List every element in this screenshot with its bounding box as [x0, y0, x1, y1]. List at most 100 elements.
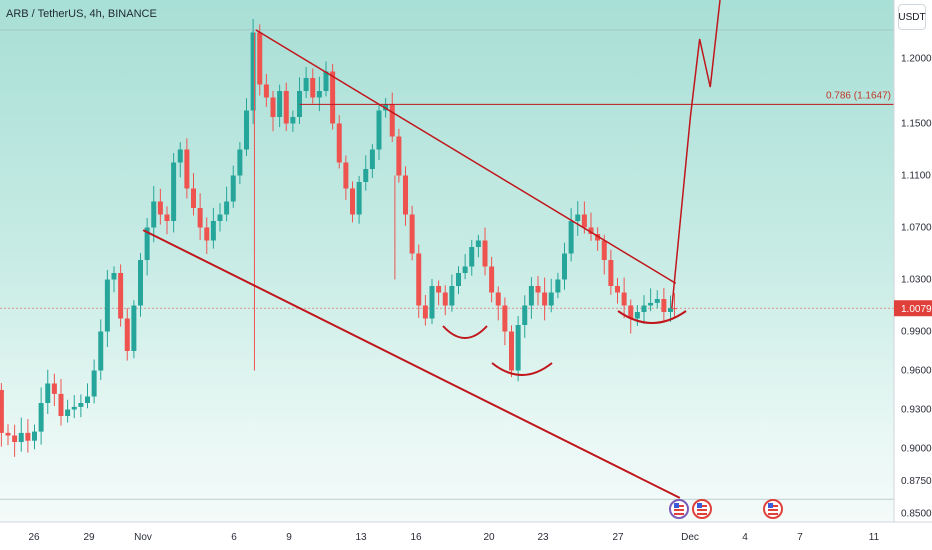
candle-body — [230, 175, 236, 202]
candle-body — [0, 390, 4, 433]
grid-layer — [0, 29, 894, 500]
y-tick-label: 0.9600 — [901, 366, 932, 377]
candle-body — [244, 110, 249, 150]
candle-body — [283, 91, 289, 124]
flag-stripe — [674, 509, 684, 511]
candle-body — [157, 201, 163, 215]
y-tick-label: 0.9000 — [901, 444, 932, 455]
candles — [0, 19, 677, 457]
candle-body — [462, 266, 468, 273]
support-arc-3 — [617, 310, 687, 324]
lower-trendline — [142, 229, 681, 499]
flag-stripe — [674, 513, 684, 515]
candle-body — [32, 431, 37, 441]
candle-body — [528, 286, 534, 306]
candle-body — [442, 292, 448, 306]
y-tick-label: 1.1100 — [901, 171, 931, 182]
candle-body — [475, 240, 481, 247]
candle-body — [131, 305, 137, 351]
candle-body — [671, 308, 677, 310]
y-tick-label: 1.0700 — [901, 223, 932, 234]
x-tick-label: 23 — [537, 532, 549, 543]
x-tick-label: 11 — [869, 532, 880, 543]
candle-body — [104, 279, 110, 332]
x-tick-label: 26 — [28, 532, 40, 543]
x-tick-label: Nov — [134, 532, 152, 543]
candle-body — [535, 286, 541, 293]
candle-body — [562, 253, 567, 280]
candle-body — [621, 292, 627, 306]
candle-body — [456, 273, 461, 286]
candle-body — [575, 214, 581, 221]
candle-body — [217, 214, 223, 221]
flag-canton — [768, 503, 773, 508]
candle-body — [654, 299, 660, 303]
x-tick-label: 16 — [410, 532, 422, 543]
y-tick-label: 0.8500 — [901, 509, 932, 520]
candle-body — [555, 279, 561, 293]
x-tick-label: 4 — [742, 532, 748, 543]
candle-body — [509, 331, 514, 371]
us-flag-event-icon[interactable] — [692, 499, 712, 519]
x-tick-label: Dec — [681, 532, 699, 543]
candle-body — [628, 305, 634, 319]
candle-body — [369, 149, 375, 169]
time-axis-panel — [0, 522, 932, 550]
candle-body — [270, 97, 276, 117]
x-tick-label: 9 — [286, 532, 292, 543]
candle-body — [184, 149, 190, 189]
x-tick-label: 20 — [483, 532, 495, 543]
candle-body — [522, 305, 528, 325]
candle-body — [290, 117, 296, 124]
flag-canton — [697, 503, 702, 508]
candle-body — [356, 182, 362, 215]
candle-body — [661, 299, 667, 312]
candle-body — [615, 286, 620, 293]
candle-body — [350, 188, 355, 215]
candle-body — [51, 383, 57, 394]
candle-body — [343, 162, 349, 189]
currency-unit-button[interactable]: USDT — [898, 4, 926, 30]
candle-body — [138, 260, 143, 306]
candle-body — [396, 136, 402, 176]
candle-body — [78, 403, 84, 407]
candle-body — [595, 234, 601, 241]
candle-body — [164, 214, 170, 221]
candle-body — [18, 432, 24, 442]
candle-body — [124, 318, 130, 351]
candle-body — [58, 393, 64, 416]
us-flag-event-icon[interactable] — [763, 499, 783, 519]
candle-body — [204, 227, 210, 241]
y-tick-label: 1.1500 — [901, 119, 932, 130]
candle-body — [85, 396, 90, 403]
last-price-label: 1.0079 — [901, 304, 932, 315]
candle-body — [502, 305, 508, 332]
candle-body — [224, 201, 230, 215]
candle-body — [91, 370, 97, 397]
x-tick-label: 6 — [231, 532, 237, 543]
candle-body — [25, 432, 31, 441]
y-tick-label: 0.9900 — [901, 327, 932, 338]
x-tick-label: 7 — [797, 532, 803, 543]
candle-body — [171, 162, 177, 221]
candle-body — [436, 286, 442, 293]
candle-body — [641, 305, 647, 312]
candle-body — [98, 331, 104, 371]
candle-body — [197, 208, 203, 228]
candle-body — [111, 273, 117, 280]
candle-body — [144, 227, 150, 260]
candle-body — [422, 305, 428, 319]
candle-body — [581, 214, 587, 228]
us-flag-event-icon[interactable] — [669, 499, 689, 519]
price-axis-panel — [894, 0, 932, 550]
flag-canton — [674, 503, 679, 508]
candle-body — [5, 432, 11, 436]
candle-body — [191, 188, 196, 208]
x-tick-label: 29 — [83, 532, 95, 543]
candle-body — [668, 308, 673, 312]
candle-body — [601, 240, 607, 260]
last-price-badge — [894, 300, 932, 317]
